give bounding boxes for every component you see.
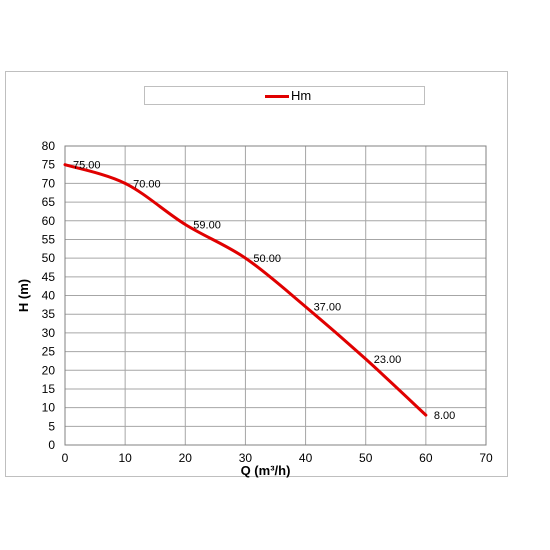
x-tick-label: 20 [179,451,193,465]
data-labels: 75.00 70.00 59.00 50.00 37.00 23.00 8.00 [73,160,455,422]
y-axis-title: H (m) [16,279,31,312]
x-tick-label: 50 [359,451,373,465]
series-line-hm [63,163,428,417]
x-tick-label: 60 [419,451,433,465]
data-label: 75.00 [73,160,101,172]
data-label: 23.00 [374,354,402,366]
y-axis-ticks: 0 5 10 15 20 25 30 35 40 45 50 55 60 65 70 75 80 [42,139,56,452]
y-tick-label: 0 [48,438,55,452]
y-tick-label: 45 [42,270,56,284]
y-tick-label: 75 [42,158,56,172]
x-tick-label: 10 [118,451,132,465]
legend-swatch [265,95,289,98]
y-tick-label: 60 [42,214,56,228]
data-label: 8.00 [434,410,455,422]
y-tick-label: 20 [42,363,56,377]
x-tick-label: 70 [479,451,493,465]
y-tick-label: 10 [42,401,56,415]
y-tick-label: 5 [48,419,55,433]
series-layer [63,163,428,417]
y-tick-label: 50 [42,251,56,265]
legend: Hm [144,86,425,105]
data-label: 70.00 [133,178,161,190]
legend-label: Hm [291,88,312,103]
y-tick-label: 30 [42,326,56,340]
data-label: 59.00 [193,219,221,231]
y-tick-label: 65 [42,195,56,209]
data-label: 37.00 [314,302,342,314]
x-tick-label: 0 [62,451,69,465]
y-tick-label: 40 [42,289,56,303]
y-tick-label: 15 [42,382,56,396]
plot-border [64,145,487,446]
x-axis-ticks: 0 10 20 30 40 50 60 70 [62,451,493,465]
x-tick-label: 40 [299,451,313,465]
y-tick-label: 35 [42,307,56,321]
chart-area [5,71,508,477]
x-tick-label: 30 [239,451,253,465]
x-axis-title: Q (m³/h) [241,463,291,478]
y-tick-label: 25 [42,345,56,359]
y-tick-label: 80 [42,139,56,153]
data-label: 50.00 [253,253,281,265]
y-tick-label: 55 [42,232,56,246]
gridlines [64,145,487,446]
y-tick-label: 70 [42,176,56,190]
